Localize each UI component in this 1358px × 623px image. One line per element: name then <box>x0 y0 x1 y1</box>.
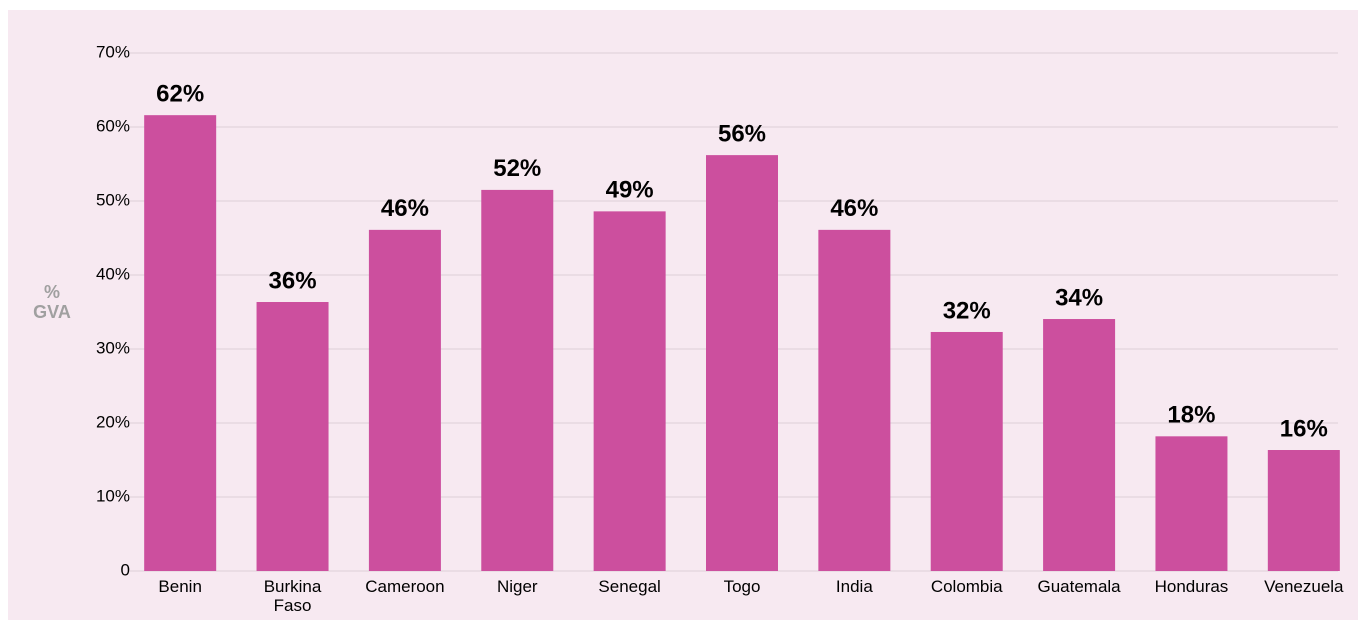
data-label: 56% <box>718 120 766 147</box>
y-tick-label: 10% <box>96 486 130 505</box>
x-tick-label: Togo <box>723 577 761 596</box>
y-tick-label: 30% <box>96 338 130 357</box>
x-tick-label: Cameroon <box>365 577 445 596</box>
bar <box>1267 450 1340 571</box>
data-label: 18% <box>1167 402 1215 429</box>
x-tick-label: Niger <box>496 577 538 596</box>
chart: 0 10% 20% 30% 40% 50% 60% 70% 62% 36% 46% 52% 49% 56%… <box>96 42 1340 579</box>
bar <box>818 229 891 572</box>
bar <box>144 115 217 571</box>
data-label: 46% <box>830 195 878 222</box>
y-axis-label: % GVA <box>33 282 71 322</box>
data-label: 52% <box>493 155 541 182</box>
bar <box>930 331 1003 571</box>
bar <box>481 189 554 571</box>
data-label: 36% <box>269 267 317 294</box>
data-label: 49% <box>606 177 654 204</box>
y-tick-label: 60% <box>96 116 130 135</box>
bar <box>1155 436 1228 571</box>
data-label: 16% <box>1280 415 1328 442</box>
y-tick-label: 40% <box>96 264 130 283</box>
bar <box>593 211 666 572</box>
data-label: 32% <box>943 297 991 324</box>
y-tick-label: 50% <box>96 190 130 209</box>
x-tick-label: Honduras <box>1154 577 1229 596</box>
y-tick-label: 70% <box>96 42 130 61</box>
x-tick-label: Benin <box>158 577 202 596</box>
x-tick-label: India <box>835 577 873 596</box>
chart-panel: 0 10% 20% 30% 40% 50% 60% 70% 62% 36% 46% 52% 49% 56%… <box>8 10 1358 620</box>
x-tick-label: Venezuela <box>1264 577 1344 596</box>
bar <box>1043 319 1116 571</box>
x-tick-label: Senegal <box>598 577 661 596</box>
bar <box>368 229 441 572</box>
bar <box>256 302 329 571</box>
x-tick-label: Colombia <box>930 577 1003 596</box>
data-label: 46% <box>381 195 429 222</box>
x-tick-label: Guatemala <box>1037 577 1121 596</box>
y-tick-label: 20% <box>96 412 130 431</box>
bar <box>706 155 778 571</box>
data-label: 34% <box>1055 284 1103 311</box>
data-label: 62% <box>156 81 204 108</box>
x-tick-label: Burkina Faso <box>263 577 322 615</box>
y-tick-label: 0 <box>121 560 130 579</box>
